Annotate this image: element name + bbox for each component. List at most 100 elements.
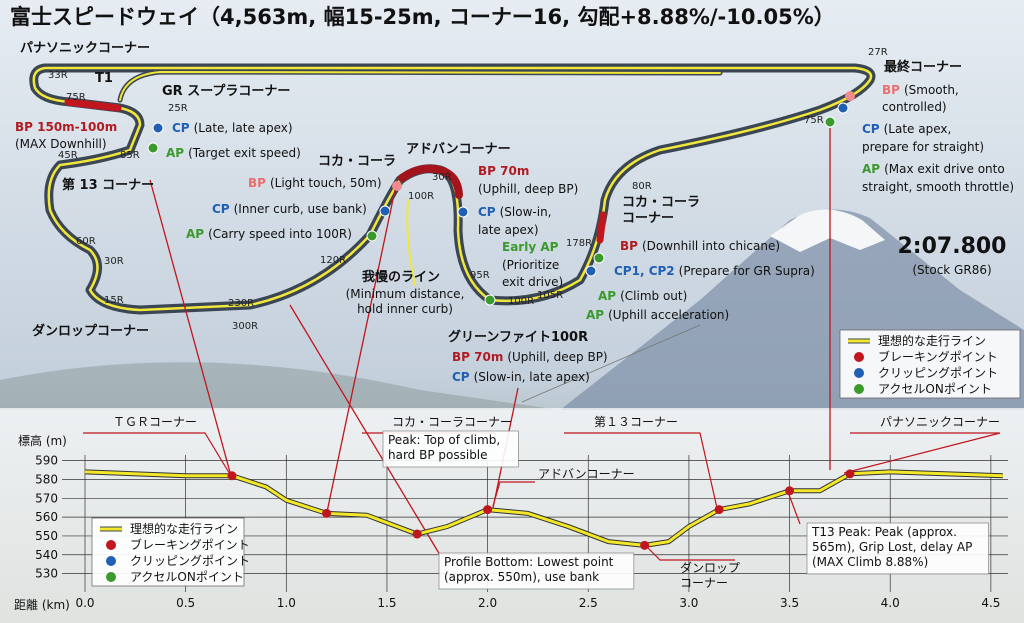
point-tag: BP 70m [478,164,529,178]
map-label: 15R [104,295,124,306]
label-text: (MAX Downhill) [15,137,107,151]
label-text: 95R [470,270,490,281]
map-label: 60R [76,236,96,247]
map-label: (Minimum distance, [346,287,465,301]
label-text: 230R [228,298,254,309]
map-label: CP (Late, late apex) [172,121,293,135]
label-leader [83,432,232,477]
map-label: アドバンコーナー [406,142,511,157]
brake-point-marker [483,505,493,515]
corner-label: 第１３コーナー [594,415,678,429]
map-label: GR スープラコーナー [162,84,290,99]
point-tag: BP 70m [452,350,503,364]
legend-dot [854,368,864,378]
label-text: 120R [320,255,346,266]
map-label: CP1, CP2 (Prepare for GR Supra) [614,264,815,278]
point-tag: CP [862,122,880,136]
connector [149,179,232,477]
map-label: 75R [804,115,824,126]
label-text: (Smooth, [904,83,959,97]
soft-brake-point [845,91,855,101]
label-text: (Slow-in, [500,205,552,219]
x-tick-label: 3.0 [679,596,698,610]
map-label: (Prioritize [502,258,559,272]
x-tick-label: 0.5 [176,596,195,610]
label-text: 30R [432,172,452,183]
label-leader [644,544,735,561]
hills [0,362,560,410]
label-text: 最終コーナー [884,59,962,75]
legend-label: 理想的な走行ライン [130,521,238,536]
map-label: 105R [537,290,563,301]
map-label: AP (Max exit drive onto [862,162,1005,176]
label-text: (Uphill, deep BP) [507,350,607,364]
callout-text: Profile Bottom: Lowest point [444,555,614,569]
map-label: AP (Uphill acceleration) [586,308,729,322]
map-label: コカ・コーラ [318,154,396,169]
elevation-line [84,470,1003,547]
x-tick-label: 4.5 [981,596,1000,610]
legend-label: ブレーキングポイント [130,537,250,552]
label-leader [564,432,718,509]
label-text: 45R [58,150,78,161]
legend-label: アクセルONポイント [130,570,244,584]
map-label: ダンロップコーナー [32,323,149,339]
label-text: 85R [120,150,140,161]
label-text: 30R [104,256,124,267]
callout-box [382,430,519,468]
y-tick-label: 570 [35,491,58,505]
label-text: 75R [804,115,824,126]
point-tag: Early AP [502,240,559,254]
label-text: ダンロップコーナー [32,323,149,339]
accel-point [484,294,496,306]
clipping-point [152,122,164,134]
map-label: BP (Light touch, 50m) [248,176,382,190]
y-tick-label: 530 [35,567,58,581]
label-text: (Max exit drive onto [884,162,1005,176]
legend-label: クリッピングポイント [878,366,998,380]
point-tag: BP [248,176,266,190]
corner-label: コカ・コーラコーナー [392,415,512,429]
x-tick-label: 0.0 [75,596,94,610]
label-text: (Stock GR86) [912,263,991,277]
map-label: CP (Late apex, [862,122,951,136]
map-label: BP (Smooth, [882,83,959,97]
label-text: アドバンコーナー [406,142,511,157]
connector [521,324,701,403]
label-text: (Late apex, [884,122,952,136]
map-label: 45R [58,150,78,161]
callout-text: 565m), Grip Lost, delay AP [812,540,972,554]
callout-box [438,552,635,590]
x-tick-label: 1.0 [277,596,296,610]
map-label: controlled) [882,100,947,114]
label-text: hold inner curb) [357,302,453,316]
accel-point [366,230,378,242]
map-label: 85R [120,150,140,161]
map-label: 我慢のライン [362,269,440,285]
soft-brake-point [392,181,402,191]
label-text: (Slow-in, late apex) [474,370,590,384]
label-text: グリーンファイト100R [448,329,588,345]
label-text: (Inner curb, use bank) [234,202,367,216]
map-label: 230R [228,298,254,309]
map-label: AP (Target exit speed) [166,146,301,160]
brake-point-marker [714,505,724,515]
clipping-point [379,205,391,217]
point-tag: AP [166,146,184,160]
connector [326,189,396,513]
callout-box [806,522,990,575]
callout-text: コーナー [680,576,728,590]
label-text: 33R [48,70,68,81]
corner-label: パナソニックコーナー [880,415,1000,429]
map-label: コーナー [622,211,674,226]
map-label: 30R [104,256,124,267]
map-label: (MAX Downhill) [15,137,107,151]
label-text: (Prioritize [502,258,559,272]
label-text: 105R [537,290,563,301]
map-label: T1 [95,71,113,86]
map-label: straight, smooth throttle) [862,180,1014,194]
label-text: late apex) [478,223,539,237]
label-text: T1 [95,71,113,86]
point-tag: CP1, CP2 [614,264,675,278]
label-text: (Late, late apex) [194,121,293,135]
